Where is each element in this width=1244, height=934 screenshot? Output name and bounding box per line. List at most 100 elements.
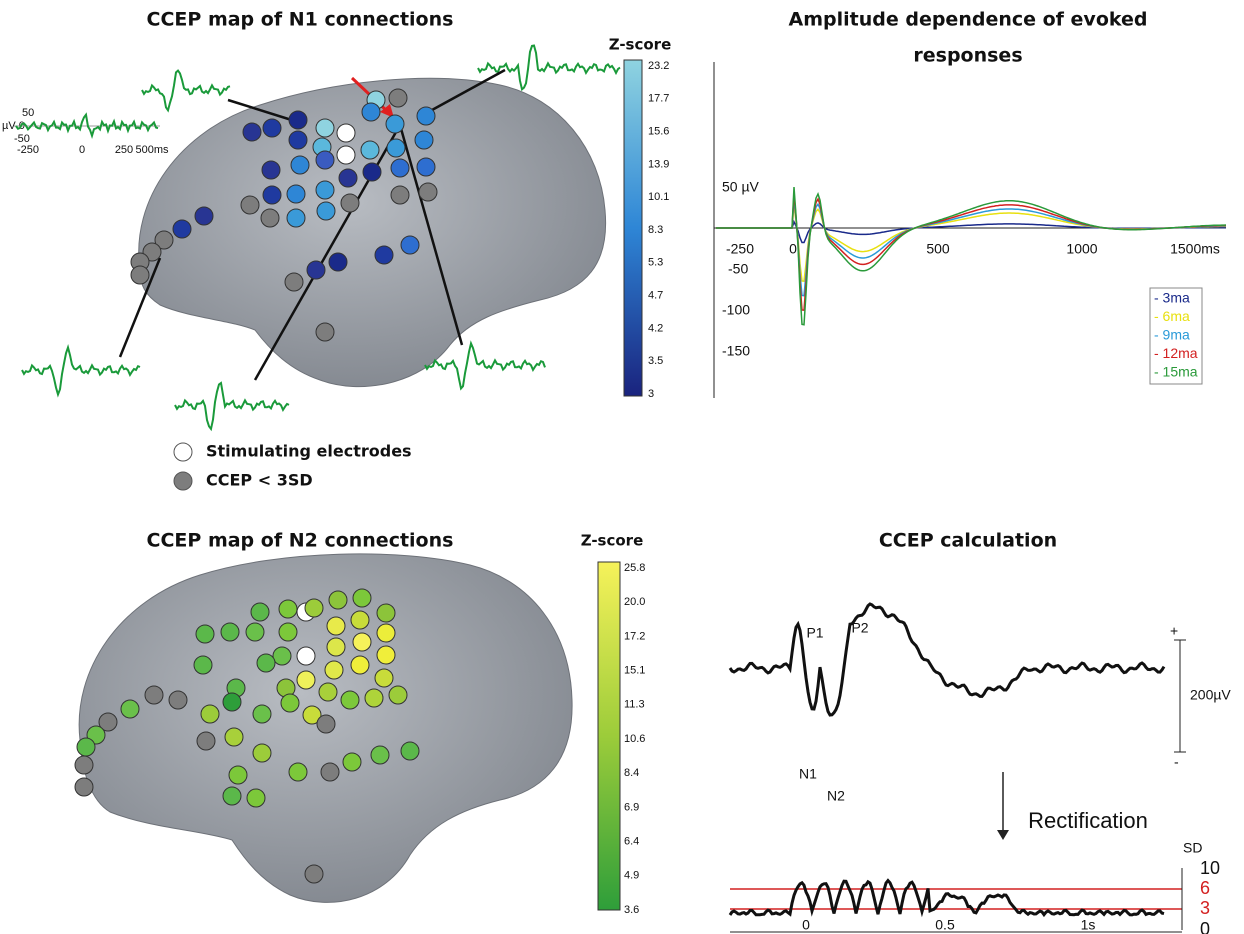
electrode: [256, 653, 276, 673]
scale-label: 200µV: [1190, 687, 1231, 703]
electrode: [418, 182, 438, 202]
electrode: [385, 114, 405, 134]
electrode: [336, 145, 356, 165]
electrode: [278, 599, 298, 619]
electrode: [245, 622, 265, 642]
arrow-label: Rectification: [1028, 808, 1148, 833]
electrode: [304, 864, 324, 884]
scale-label: +: [1170, 623, 1178, 639]
electrode: [324, 660, 344, 680]
electrode: [168, 690, 188, 710]
electrode: [252, 743, 272, 763]
electrode: [262, 118, 282, 138]
peak-label: N2: [827, 788, 845, 804]
electrode: [315, 322, 335, 342]
electrode: [350, 655, 370, 675]
legend-swatch: [173, 471, 193, 491]
colorbar-title: Z-score: [581, 532, 644, 550]
x-tick-label: 0: [789, 241, 797, 257]
electrode: [262, 185, 282, 205]
electrode: [370, 745, 390, 765]
electrode: [320, 762, 340, 782]
electrode: [242, 122, 262, 142]
x-tick-label: -250: [726, 241, 754, 257]
electrode: [326, 616, 346, 636]
sd-tick-label: 6: [1200, 878, 1210, 898]
y-tick-label: -150: [722, 343, 750, 359]
connector: [227, 98, 299, 124]
electrode: [195, 624, 215, 644]
x-tick-label: 1500ms: [1170, 241, 1220, 257]
electrode: [194, 206, 214, 226]
electrode: [360, 140, 380, 160]
colorbar-tick-label: 8.4: [624, 767, 639, 779]
legend-label: Stimulating electrodes: [206, 442, 412, 461]
legend-label: - 9ma: [1154, 327, 1190, 343]
electrode: [352, 588, 372, 608]
sd-tick-label: 10: [1200, 858, 1220, 878]
electrode: [98, 712, 118, 732]
electrode: [154, 230, 174, 250]
electrode: [376, 623, 396, 643]
sample-trace: [21, 344, 141, 398]
inset-y-label: -50: [14, 133, 30, 145]
electrode: [144, 685, 164, 705]
sample-trace: [174, 381, 290, 432]
legend-label: - 6ma: [1154, 308, 1190, 324]
electrode: [252, 704, 272, 724]
colorbar-title: Z-score: [609, 36, 672, 54]
electrode: [315, 150, 335, 170]
inset-y-label: 50: [22, 107, 34, 119]
electrode: [196, 731, 216, 751]
electrode: [390, 158, 410, 178]
legend-box: [1149, 287, 1203, 385]
inset-x-label: -250: [17, 144, 39, 156]
colorbar-tick-label: 3.6: [624, 904, 639, 916]
connector: [398, 124, 464, 346]
inset-x-label: 500ms: [135, 144, 169, 156]
x-tick-label: 1s: [1081, 917, 1096, 933]
y-tick-label: -50: [728, 261, 748, 277]
legend-label: - 15ma: [1154, 364, 1198, 380]
electrode: [222, 692, 242, 712]
panel-title: responses: [913, 45, 1022, 67]
electrode: [328, 590, 348, 610]
electrode: [280, 693, 300, 713]
panel-title: CCEP map of N1 connections: [147, 9, 454, 31]
electrode: [364, 688, 384, 708]
colorbar: [623, 59, 643, 397]
inset-x-label: 250: [115, 144, 133, 156]
electrode: [416, 157, 436, 177]
x-tick-label: 1000: [1066, 241, 1097, 257]
electrode: [318, 682, 338, 702]
electrode: [193, 655, 213, 675]
electrode: [315, 180, 335, 200]
electrode: [224, 727, 244, 747]
colorbar-tick-label: 4.7: [648, 290, 663, 302]
electrode: [362, 162, 382, 182]
x-tick-label: 0.5: [935, 917, 955, 933]
electrode: [272, 646, 292, 666]
ccep-trace: [728, 602, 1166, 717]
colorbar-tick-label: 17.2: [624, 630, 645, 642]
electrode: [304, 598, 324, 618]
electrode: [416, 106, 436, 126]
electrode: [130, 265, 150, 285]
arrow-head: [380, 104, 394, 118]
colorbar-tick-label: 25.8: [624, 562, 645, 574]
sd-tick-label: 3: [1200, 898, 1210, 918]
electrode: [284, 272, 304, 292]
electrode: [172, 219, 192, 239]
electrode: [288, 762, 308, 782]
electrode: [374, 668, 394, 688]
electrode: [290, 155, 310, 175]
peak-label: P1: [806, 625, 823, 641]
electrode: [286, 208, 306, 228]
electrode: [228, 765, 248, 785]
electrode: [261, 160, 281, 180]
colorbar-tick-label: 20.0: [624, 596, 645, 608]
legend-label: - 12ma: [1154, 345, 1198, 361]
colorbar-tick-label: 15.6: [648, 126, 669, 138]
colorbar-tick-label: 3.5: [648, 355, 663, 367]
